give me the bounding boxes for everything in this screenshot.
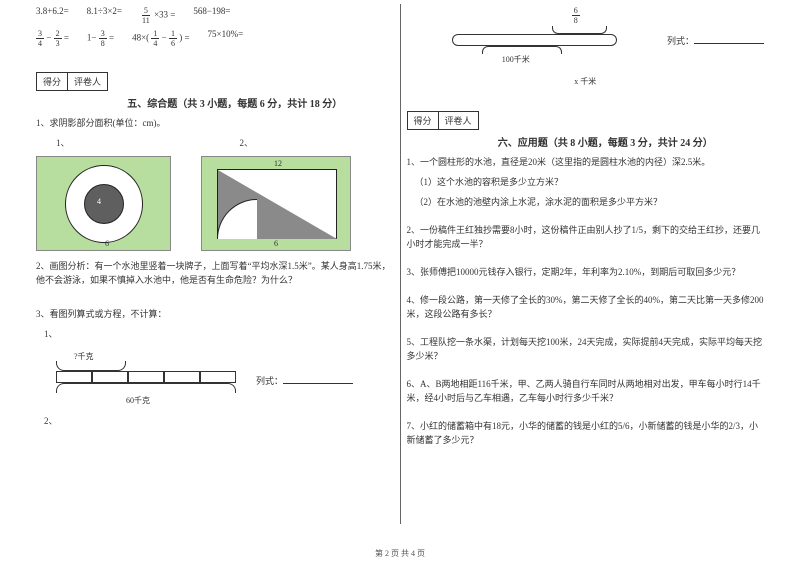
page: 3.8+6.2= 8.1÷3×2= 5 11 ×33 = 568−198= 34… <box>0 0 800 540</box>
section-6-title: 六、应用题（共 8 小题，每题 3 分，共计 24 分） <box>447 134 765 149</box>
q1: 1、求阴影部分面积(单位：cm)。 <box>36 116 394 130</box>
eq: 34 − 23 = <box>36 29 69 48</box>
r-q6: 6、A、B两地相距116千米，甲、乙两人骑自行车同时从两地相对出发，甲车每小时行… <box>407 377 765 405</box>
formula-line-1: 列式： <box>256 374 353 387</box>
grader-label: 评卷人 <box>68 73 107 90</box>
blank-line <box>283 374 353 384</box>
label-6b: 6 <box>274 239 278 248</box>
r-q4: 4、修一段公路，第一天修了全长的30%，第二天修了全长的40%，第二天比第一天多… <box>407 293 765 321</box>
brace-top-2 <box>552 26 607 34</box>
brace-bottom <box>56 383 236 393</box>
brace-segments <box>56 371 236 383</box>
brace-diagram-1: ?千克 60千克 <box>56 353 256 408</box>
q3-1: 1、 <box>44 327 394 341</box>
rect-triangle-figure: 12 6 <box>201 156 351 251</box>
r-q7: 7、小红的储蓄箱中有18元，小华的储蓄的钱是小红的5/6，小新储蓄的钱是小华的2… <box>407 419 765 447</box>
r-q1: 1、一个圆柱形的水池，直径是20米（这里指的是圆柱水池的内径）深2.5米。 <box>407 155 765 169</box>
inner-circle <box>84 184 124 224</box>
r-q3: 3、张师傅把10000元钱存入银行，定期2年，年利率为2.10%，到期后可取回多… <box>407 265 765 279</box>
oval-bar <box>452 34 617 46</box>
q3: 3、看图列算式或方程，不计算： <box>36 307 394 321</box>
label-12: 12 <box>274 159 282 168</box>
q3-2: 2、 <box>44 414 394 428</box>
formula-line-2: 列式： <box>667 34 764 47</box>
blank-line-2 <box>694 34 764 44</box>
eq: 568−198= <box>193 6 230 25</box>
label-100km: 100千米 <box>502 54 530 65</box>
brace-bottom-2 <box>482 46 562 54</box>
page-footer: 第 2 页 共 4 页 <box>0 548 800 559</box>
right-column: 6 8 100千米 列式： x 千米 得分 评卷人 六、应用题（共 8 小题，每… <box>401 4 771 540</box>
eq: 5 11 ×33 = <box>140 6 175 25</box>
eq: 75×10%= <box>208 29 244 48</box>
eq: 1− 38 = <box>87 29 114 48</box>
r-q2: 2、一份稿件王红独抄需要8小时，这份稿件正由别人抄了1/5，剩下的交给王红抄，还… <box>407 223 765 251</box>
r-q1b: （2）在水池的池壁内涂上水泥，涂水泥的面积是多少平方米？ <box>415 195 765 209</box>
label-4: 4 <box>97 197 101 206</box>
brace-diagram-2: 6 8 100千米 <box>452 10 622 68</box>
left-column: 3.8+6.2= 8.1÷3×2= 5 11 ×33 = 568−198= 34… <box>30 4 400 540</box>
label-xkm: x 千米 <box>407 76 765 87</box>
fraction-6-8: 6 8 <box>572 6 580 25</box>
ring-figure: 4 6 <box>36 156 171 251</box>
r-q5: 5、工程队挖一条水渠，计划每天挖100米，24天完成，实际提前4天完成，实际平均… <box>407 335 765 363</box>
section-5-title: 五、综合题（共 3 小题，每题 6 分，共计 18 分） <box>76 95 394 110</box>
geometry-figures: 4 6 12 6 <box>36 156 394 251</box>
q2: 2、画图分析：有一个水池里竖着一块牌子，上面写着“平均水深1.5米”。某人身高1… <box>36 259 394 287</box>
score-box-2: 得分 评卷人 <box>407 111 479 130</box>
eq: 8.1÷3×2= <box>87 6 122 25</box>
score-label: 得分 <box>408 112 439 129</box>
equation-row-2: 34 − 23 = 1− 38 = 48×( 14 − 16 ) = 75×10… <box>36 29 394 48</box>
label-6: 6 <box>105 239 109 248</box>
equation-row-1: 3.8+6.2= 8.1÷3×2= 5 11 ×33 = 568−198= <box>36 6 394 25</box>
grader-label: 评卷人 <box>439 112 478 129</box>
r-q1a: （1）这个水池的容积是多少立方米？ <box>415 175 765 189</box>
brace-bottom-label: 60千克 <box>126 395 150 406</box>
fraction: 5 11 <box>140 6 152 25</box>
eq: 48×( 14 − 16 ) = <box>132 29 189 48</box>
eq: 3.8+6.2= <box>36 6 69 25</box>
score-box: 得分 评卷人 <box>36 72 108 91</box>
score-label: 得分 <box>37 73 68 90</box>
brace-top <box>56 361 126 371</box>
q1-sub: 1、 2、 <box>56 136 394 150</box>
